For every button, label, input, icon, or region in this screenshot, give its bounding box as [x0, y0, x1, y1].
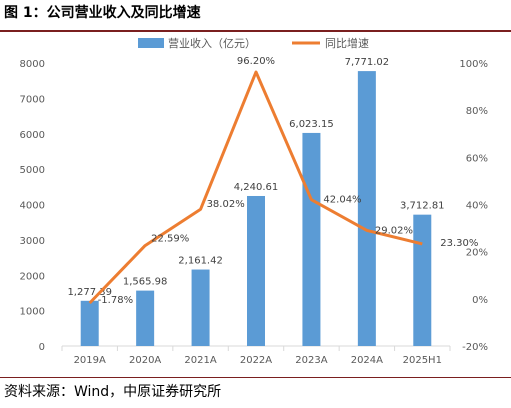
- line-data-labels: -1.78% 22.59% 38.02% 96.20% 42.04% 29.02% 23.3…: [98, 56, 479, 306]
- x-tick-label: 2024A: [351, 355, 383, 366]
- right-tick-label: 0%: [472, 295, 488, 306]
- title-rule: [0, 30, 511, 32]
- bar: [136, 290, 155, 346]
- figure-source: 资料来源：Wind，中原证券研究所: [4, 384, 222, 400]
- right-tick-label: 100%: [459, 59, 488, 70]
- bar: [191, 269, 210, 346]
- legend-bar-swatch: [138, 38, 164, 48]
- x-axis-ticks: 2019A 2020A 2021A 2022A 2023A 2024A 2025H1: [61, 346, 451, 366]
- bar: [80, 300, 99, 346]
- left-tick-label: 4000: [20, 201, 45, 212]
- left-tick-label: 8000: [20, 59, 45, 70]
- left-tick-label: 5000: [20, 165, 45, 176]
- left-tick-label: 7000: [20, 94, 45, 105]
- left-tick-label: 0: [39, 342, 45, 353]
- bar-value-label: 6,023.15: [289, 119, 334, 130]
- bar-value-label: 3,712.81: [400, 201, 445, 212]
- bar: [357, 71, 376, 347]
- right-tick-label: -20%: [462, 342, 488, 353]
- bar-value-label: 1,277.39: [67, 287, 112, 298]
- bar: [247, 195, 265, 346]
- right-tick-label: 80%: [466, 106, 488, 117]
- line-value-label: 96.20%: [237, 56, 275, 67]
- growth-line: [88, 70, 423, 305]
- left-tick-label: 3000: [20, 236, 45, 247]
- right-axis-ticks: -20% 0% 20% 40% 60% 80% 100%: [459, 59, 488, 353]
- legend-bar-label: 营业收入（亿元）: [168, 36, 256, 50]
- bar-value-label: 1,565.98: [123, 277, 168, 288]
- x-tick-label: 2022A: [240, 355, 272, 366]
- line-value-label: -1.78%: [98, 295, 133, 306]
- bar-series: [80, 71, 432, 347]
- bar-value-label: 4,240.61: [234, 182, 279, 193]
- x-tick-label: 2025H1: [403, 355, 442, 366]
- bar: [413, 214, 432, 346]
- bar: [302, 132, 321, 346]
- right-tick-label: 60%: [466, 153, 488, 164]
- source-rule: [0, 377, 511, 378]
- bar-value-label: 7,771.02: [345, 57, 390, 68]
- right-tick-label: 40%: [466, 201, 488, 212]
- line-value-label: 23.30%: [440, 238, 478, 249]
- left-tick-label: 1000: [20, 307, 45, 318]
- legend-line-label: 同比增速: [325, 36, 369, 50]
- x-tick-label: 2020A: [129, 355, 161, 366]
- x-tick-label: 2023A: [295, 355, 327, 366]
- left-axis-ticks: 0 1000 2000 3000 4000 5000 6000 7000 8000: [20, 59, 45, 353]
- right-tick-label: 20%: [466, 248, 488, 259]
- bar-value-label: 2,161.42: [178, 256, 223, 267]
- legend: 营业收入（亿元） 同比增速: [138, 36, 369, 50]
- left-tick-label: 2000: [20, 271, 45, 282]
- bar-data-labels: 1,277.39 1,565.98 2,161.42 4,240.61 6,023.15…: [67, 57, 444, 298]
- x-tick-label: 2021A: [184, 355, 216, 366]
- line-value-label: 42.04%: [323, 195, 361, 206]
- x-tick-label: 2019A: [74, 355, 106, 366]
- left-tick-label: 6000: [20, 130, 45, 141]
- line-value-label: 22.59%: [151, 234, 189, 245]
- line-value-label: 38.02%: [207, 199, 245, 210]
- figure-title: 图 1：公司营业收入及同比增速: [4, 5, 201, 21]
- line-value-label: 29.02%: [375, 225, 413, 236]
